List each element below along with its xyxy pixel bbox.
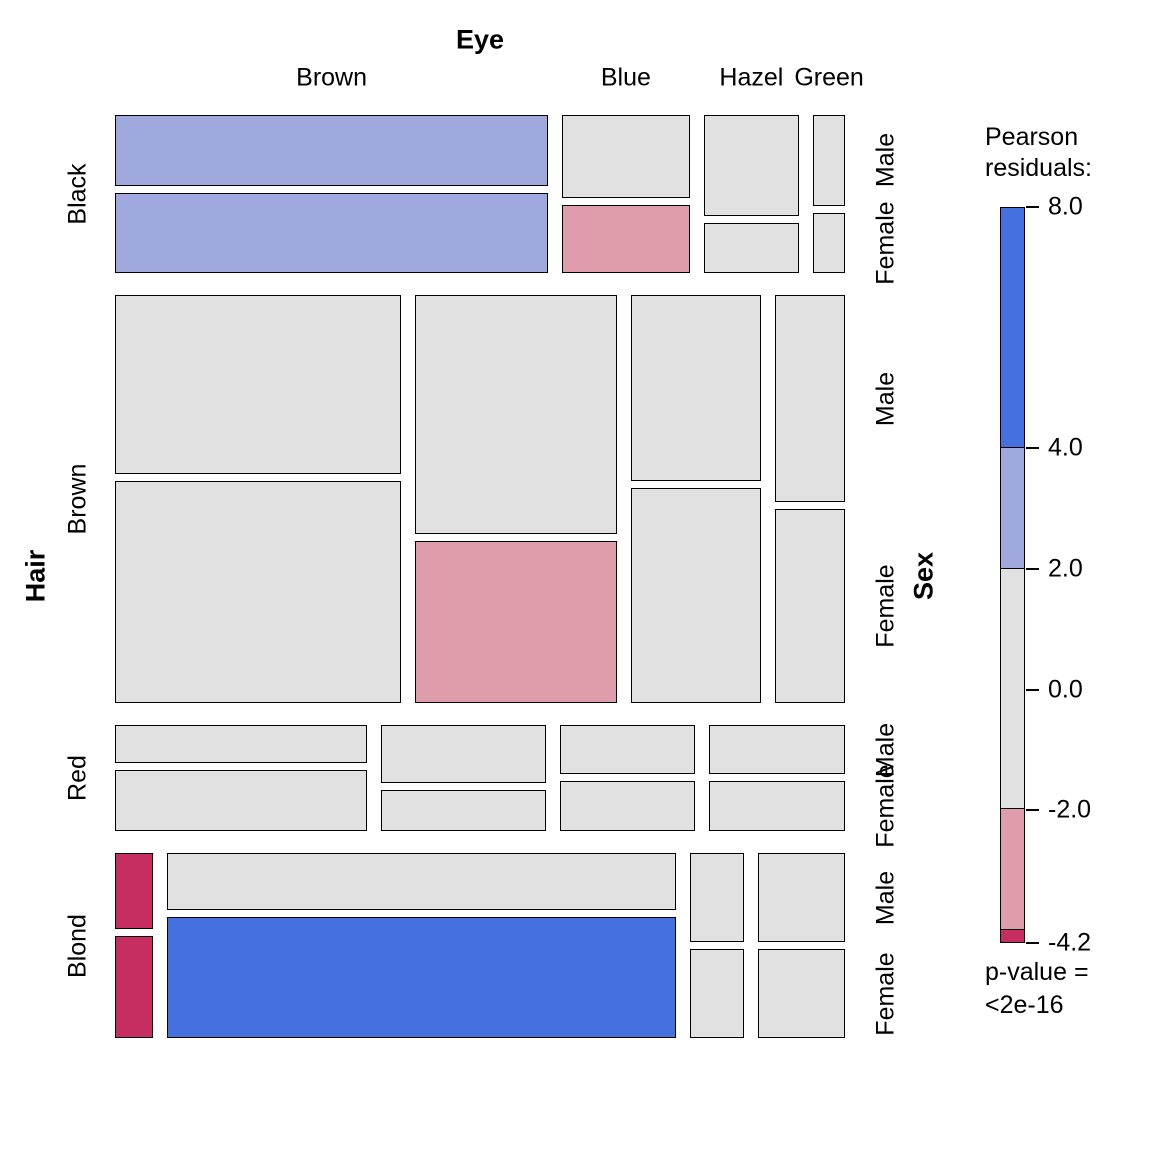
mosaic-cell [703, 222, 800, 274]
mosaic-cell [709, 781, 845, 832]
mosaic-cell [415, 295, 618, 534]
legend-segment-hi [1001, 208, 1024, 448]
legend-segment-lolo [1001, 929, 1024, 942]
legend-segment-lo [1001, 808, 1024, 930]
mosaic-cell [380, 724, 546, 784]
mosaic-cell [559, 724, 696, 775]
mosaic-cell [115, 936, 153, 1038]
legend-colorbar [1000, 207, 1025, 943]
sex-panel-label-male: Male [871, 371, 900, 426]
eye-col-label: Brown [296, 63, 368, 92]
hair-row-label: Blond [63, 913, 92, 978]
mosaic-cell [758, 853, 845, 943]
hair-row-label: Brown [63, 463, 92, 535]
eye-col-label: Green [794, 63, 864, 92]
mosaic-cell [631, 295, 762, 481]
legend-tick-label: 8.0 [1048, 192, 1083, 221]
legend-segment-mid [1001, 447, 1024, 569]
p-value-value: <2e-16 [985, 990, 1064, 1019]
mosaic-cell [115, 769, 367, 832]
mosaic-cell [690, 949, 745, 1038]
mosaic-cell [775, 509, 845, 703]
mosaic-cell [166, 853, 677, 910]
sex-panel-label-female: Female [871, 564, 900, 648]
legend-tick-mark [1026, 809, 1039, 812]
sex-panel-label-female: Female [871, 764, 900, 848]
eye-col-label: Hazel [719, 63, 784, 92]
legend-tick-label: -4.2 [1048, 928, 1092, 957]
legend-tick-mark [1026, 688, 1039, 691]
mosaic-cell [415, 540, 618, 703]
p-value-label: p-value = [985, 958, 1089, 986]
mosaic-cell [380, 790, 546, 832]
eye-col-label: Blue [600, 63, 651, 92]
mosaic-cell [709, 724, 845, 775]
sex-panel-label-female: Female [871, 951, 900, 1036]
mosaic-cell [703, 115, 800, 216]
mosaic-cell [115, 853, 153, 930]
mosaic-cell [631, 487, 762, 703]
mosaic-cell [758, 949, 845, 1038]
legend-title: Pearson residuals: [985, 123, 1092, 183]
mosaic-cell [562, 115, 690, 199]
legend-tick-mark [1026, 206, 1039, 208]
mosaic-cell [559, 781, 696, 832]
mosaic-cell [115, 193, 549, 274]
mosaic-cell [115, 115, 549, 187]
hair-row-label: Red [63, 755, 92, 801]
legend-tick-label: -2.0 [1048, 795, 1092, 824]
mosaic-cell [115, 295, 402, 474]
legend-tick-mark [1026, 447, 1039, 450]
mosaic-cell [813, 212, 845, 274]
legend-tick-label: 2.0 [1048, 554, 1083, 583]
mosaic-cell [813, 115, 845, 206]
mosaic-cell [562, 205, 690, 274]
sex-panel-label-female: Female [871, 201, 900, 285]
mosaic-cell [115, 724, 367, 763]
legend-tick-label: 4.0 [1048, 433, 1083, 462]
legend-segment-none [1001, 568, 1024, 809]
eye-axis-title: Eye [455, 24, 505, 55]
mosaic-cell [690, 853, 745, 943]
legend-tick-mark [1026, 567, 1039, 570]
legend-tick-label: 0.0 [1048, 675, 1083, 704]
mosaic-cell [166, 916, 677, 1038]
legend-tick-mark [1026, 942, 1039, 944]
sex-panel-label-male: Male [871, 133, 900, 188]
mosaic-cell [775, 295, 845, 503]
hair-row-label: Black [63, 163, 92, 225]
p-value-block: p-value = <2e-16 [985, 956, 1089, 1021]
mosaic-cell [115, 480, 402, 703]
sex-panel-label-male: Male [871, 870, 900, 925]
